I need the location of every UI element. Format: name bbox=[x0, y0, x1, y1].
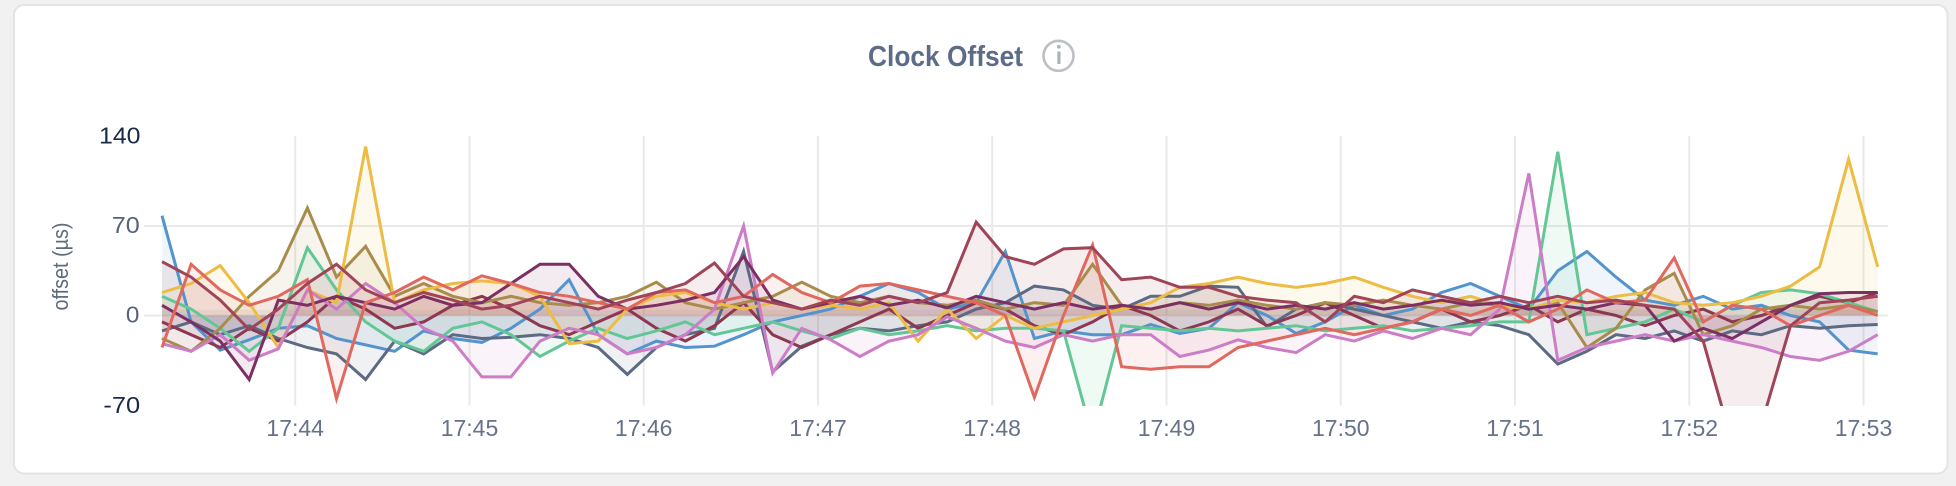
svg-text:17:53: 17:53 bbox=[1835, 415, 1893, 441]
svg-text:17:49: 17:49 bbox=[1138, 415, 1196, 441]
svg-text:-70: -70 bbox=[103, 392, 140, 418]
svg-text:140: 140 bbox=[99, 123, 141, 149]
svg-text:17:47: 17:47 bbox=[789, 415, 847, 441]
svg-text:70: 70 bbox=[112, 212, 140, 238]
svg-text:17:44: 17:44 bbox=[266, 415, 324, 441]
svg-text:0: 0 bbox=[126, 301, 140, 327]
svg-text:Clock Offset: Clock Offset bbox=[868, 41, 1023, 73]
svg-text:17:48: 17:48 bbox=[963, 415, 1021, 441]
svg-text:17:50: 17:50 bbox=[1312, 415, 1370, 441]
svg-text:17:45: 17:45 bbox=[441, 415, 499, 441]
svg-text:17:46: 17:46 bbox=[615, 415, 673, 441]
svg-text:17:52: 17:52 bbox=[1661, 415, 1719, 441]
svg-text:offset (µs): offset (µs) bbox=[48, 223, 73, 311]
svg-text:17:51: 17:51 bbox=[1486, 415, 1544, 441]
